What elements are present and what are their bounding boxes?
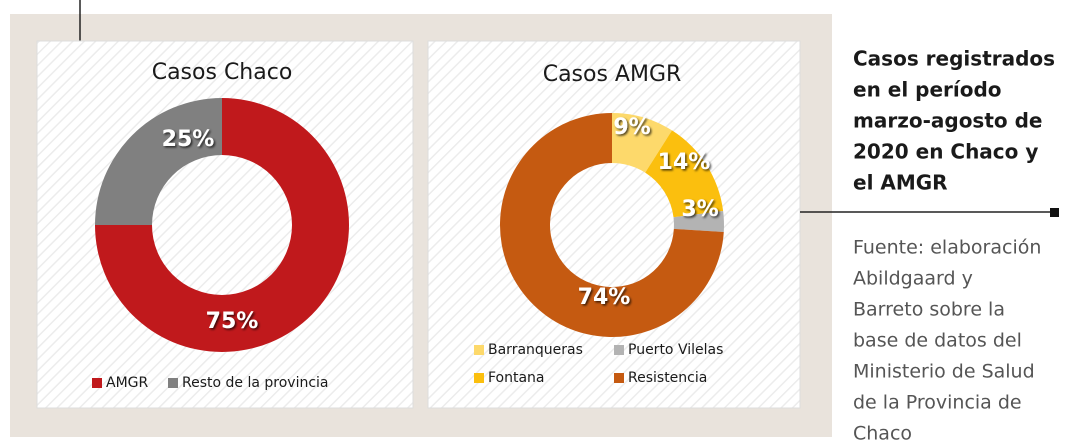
legend-swatch (168, 378, 178, 388)
chart-box (36, 40, 414, 409)
legend-swatch (92, 378, 102, 388)
caption-title: Casos registrados (853, 47, 1055, 71)
legend-label: Barranqueras (488, 342, 583, 358)
legend-label: Resistencia (628, 370, 707, 386)
slice (95, 98, 222, 225)
caption-source: base de datos del (853, 330, 1022, 352)
caption-source: Barreto sobre la (853, 299, 1005, 321)
connector-end (1050, 208, 1059, 217)
caption-source: Chaco (853, 423, 912, 445)
data-label: 25% (162, 127, 215, 152)
caption-title: marzo-agosto de (853, 109, 1042, 133)
chart-title: Casos Chaco (152, 60, 293, 85)
caption-source: Fuente: elaboración (853, 237, 1041, 259)
legend-label: Puerto Vilelas (628, 342, 723, 358)
caption-source: de la Provincia de (853, 392, 1022, 414)
data-label: 9% (613, 115, 650, 140)
legend-swatch (474, 345, 484, 355)
data-label: 14% (658, 150, 711, 175)
legend-swatch (614, 345, 624, 355)
slice (95, 98, 349, 352)
slice (500, 113, 724, 338)
caption-source: Abildgaard y (853, 268, 973, 290)
caption-title: 2020 en Chaco y (853, 140, 1038, 164)
data-label: 75% (206, 309, 259, 334)
chart-title: Casos AMGR (543, 62, 682, 87)
legend-swatch (474, 373, 484, 383)
caption-title: en el período (853, 78, 1002, 102)
data-label: 74% (578, 285, 631, 310)
legend-label: AMGR (106, 375, 149, 391)
caption-source: Ministerio de Salud (853, 361, 1035, 383)
caption-title: el AMGR (853, 171, 948, 195)
slice (645, 130, 724, 218)
legend-label: Fontana (488, 370, 545, 386)
slice (673, 210, 724, 233)
data-label: 3% (681, 197, 718, 222)
legend-label: Resto de la provincia (182, 375, 329, 391)
legend-swatch (614, 373, 624, 383)
slice (612, 113, 673, 173)
